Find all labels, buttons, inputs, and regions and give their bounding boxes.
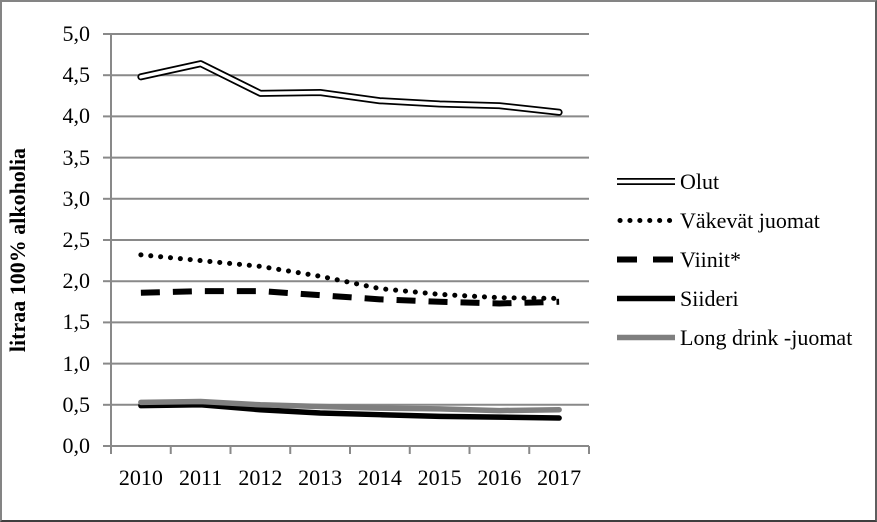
- y-tick-label: 0,0: [62, 433, 91, 458]
- legend-marker-double-outline-icon: [617, 178, 675, 185]
- x-tick-label: 2013: [298, 465, 343, 490]
- y-tick-label: 0,5: [62, 391, 91, 417]
- series-line-long-drink-juomat: [138, 398, 562, 414]
- legend-label: Siideri: [680, 285, 739, 311]
- legend-marker-dotted-icon: [617, 218, 675, 223]
- series-line-siideri: [138, 402, 562, 421]
- y-tick-label: 3,0: [62, 185, 91, 211]
- x-tick-label: 2015: [417, 465, 462, 490]
- series-line-v-kev-t-juomat: [138, 252, 562, 302]
- legend-label: Olut: [680, 168, 720, 194]
- legend-item-long-drink-juomat: Long drink -juomat: [617, 318, 852, 357]
- y-tick-label: 3,5: [62, 144, 91, 170]
- legend-label: Väkevät juomat: [680, 207, 820, 233]
- y-tick-label: 1,0: [62, 350, 91, 376]
- y-tick-label: 2,5: [62, 227, 91, 252]
- x-tick-label: 2011: [179, 465, 223, 490]
- x-tick-label: 2010: [118, 465, 163, 490]
- series-line-viinit: [140, 288, 560, 307]
- legend-marker-solid-icon: [617, 295, 675, 302]
- y-axis-title: litraa 100% alkoholia: [5, 147, 30, 353]
- legend-item-olut: Olut: [617, 162, 852, 201]
- y-tick-label: 5,0: [62, 21, 91, 46]
- x-tick-label: 2014: [357, 465, 402, 490]
- x-tick-label: 2017: [537, 465, 582, 490]
- x-tick-label: 2012: [238, 465, 283, 490]
- x-tick-label: 2016: [477, 465, 522, 490]
- y-tick-label: 2,0: [62, 268, 91, 294]
- legend-marker-dashed-icon: [617, 256, 675, 263]
- legend-item-viinit: Viinit*: [617, 240, 852, 279]
- legend-item-v-kev-t-juomat: Väkevät juomat: [617, 201, 852, 240]
- legend-label: Long drink -juomat: [680, 324, 853, 350]
- legend-marker-solid-icon: [617, 334, 675, 341]
- legend-item-siideri: Siideri: [617, 279, 852, 318]
- y-tick-label: 1,5: [62, 309, 91, 335]
- chart-legend: Olut Väkevät juomat Viinit* Siideri Long dri…: [617, 162, 852, 357]
- y-tick-label: 4,0: [62, 103, 91, 129]
- legend-label: Viinit*: [680, 246, 742, 272]
- series-line-olut-inner: [139, 61, 561, 115]
- y-tick-label: 4,5: [62, 62, 91, 88]
